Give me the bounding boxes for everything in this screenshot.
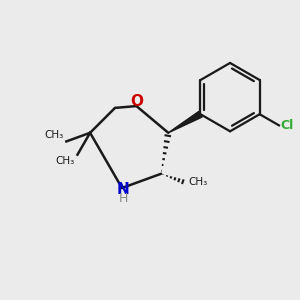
Text: N: N: [117, 182, 130, 197]
Polygon shape: [168, 111, 202, 133]
Text: O: O: [130, 94, 143, 109]
Text: CH₃: CH₃: [188, 177, 208, 188]
Text: H: H: [119, 192, 128, 205]
Text: CH₃: CH₃: [44, 130, 63, 140]
Text: CH₃: CH₃: [55, 156, 74, 166]
Text: Cl: Cl: [280, 119, 294, 132]
